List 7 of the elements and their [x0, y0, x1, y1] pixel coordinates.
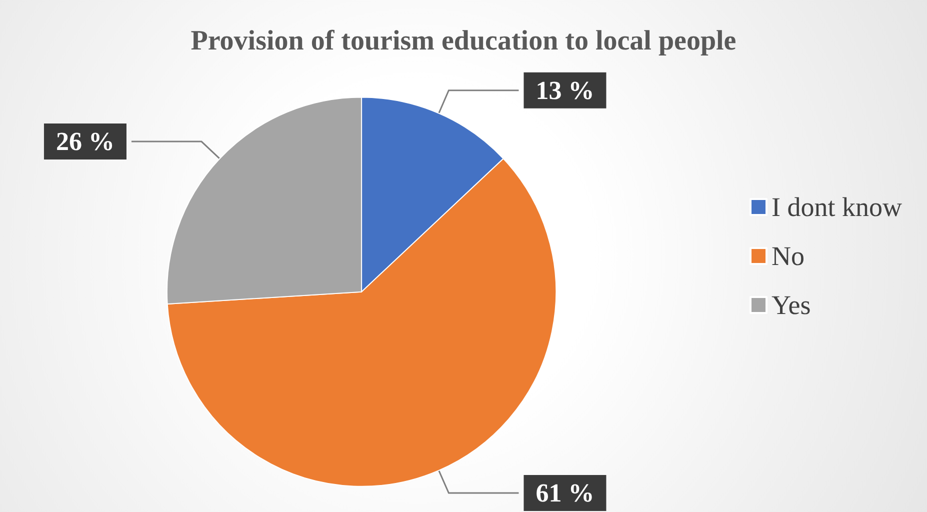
data-label: 13 % [536, 76, 594, 105]
data-label: 61 % [536, 478, 594, 508]
legend-label: Yes [772, 290, 811, 320]
legend-label: No [772, 241, 805, 271]
legend-label: I dont know [772, 192, 902, 222]
data-label: 26 % [56, 127, 114, 156]
chart-title: Provision of tourism education to local people [190, 26, 736, 56]
